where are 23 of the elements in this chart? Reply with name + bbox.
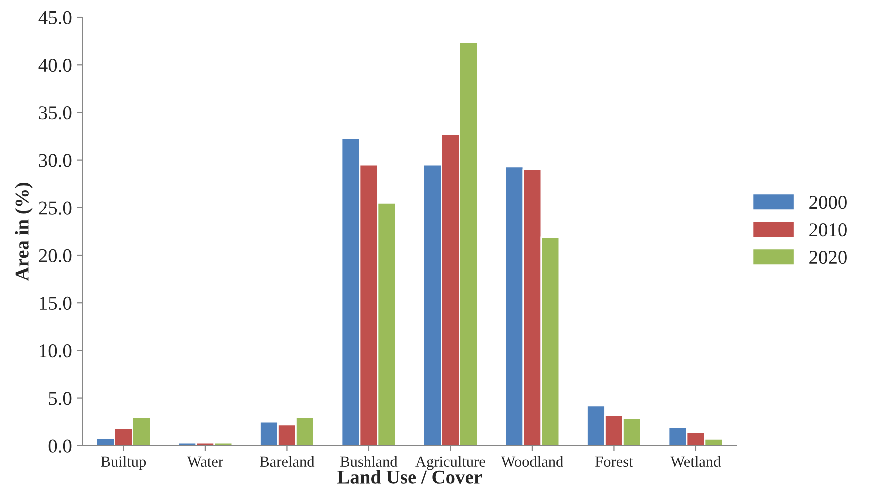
y-tick-label: 10.0 <box>40 344 72 358</box>
y-tick-label: 25.0 <box>39 202 72 215</box>
y-tick-label: 20.0 <box>39 249 72 263</box>
y-tick-label: 45.0 <box>38 11 72 25</box>
x-tick-label: Agriculture <box>416 456 486 470</box>
legend-label: 2020 <box>810 250 847 264</box>
x-tick-label: Wetland <box>670 456 722 468</box>
x-tick-label: Bushland <box>340 456 398 468</box>
y-tick-label: 0.0 <box>48 440 72 453</box>
x-tick-label: Forest <box>596 456 634 468</box>
y-axis-title: Area in (%) <box>15 183 33 282</box>
y-tick-label: 35.0 <box>39 106 72 120</box>
x-tick-label: Woodland <box>501 456 564 468</box>
x-tick-label: Bareland <box>260 456 315 468</box>
x-tick-label: Builtup <box>101 456 146 470</box>
y-tick-label: 40.0 <box>38 58 72 72</box>
y-tick-label: 30.0 <box>39 154 72 168</box>
x-axis-title: Land Use / Cover <box>338 470 482 484</box>
legend-label: 2000 <box>810 196 847 210</box>
y-tick-label: 15.0 <box>40 296 72 310</box>
x-tick-label: Water <box>187 456 224 468</box>
y-tick-label: 5.0 <box>49 392 72 406</box>
legend-label: 2010 <box>810 224 847 237</box>
